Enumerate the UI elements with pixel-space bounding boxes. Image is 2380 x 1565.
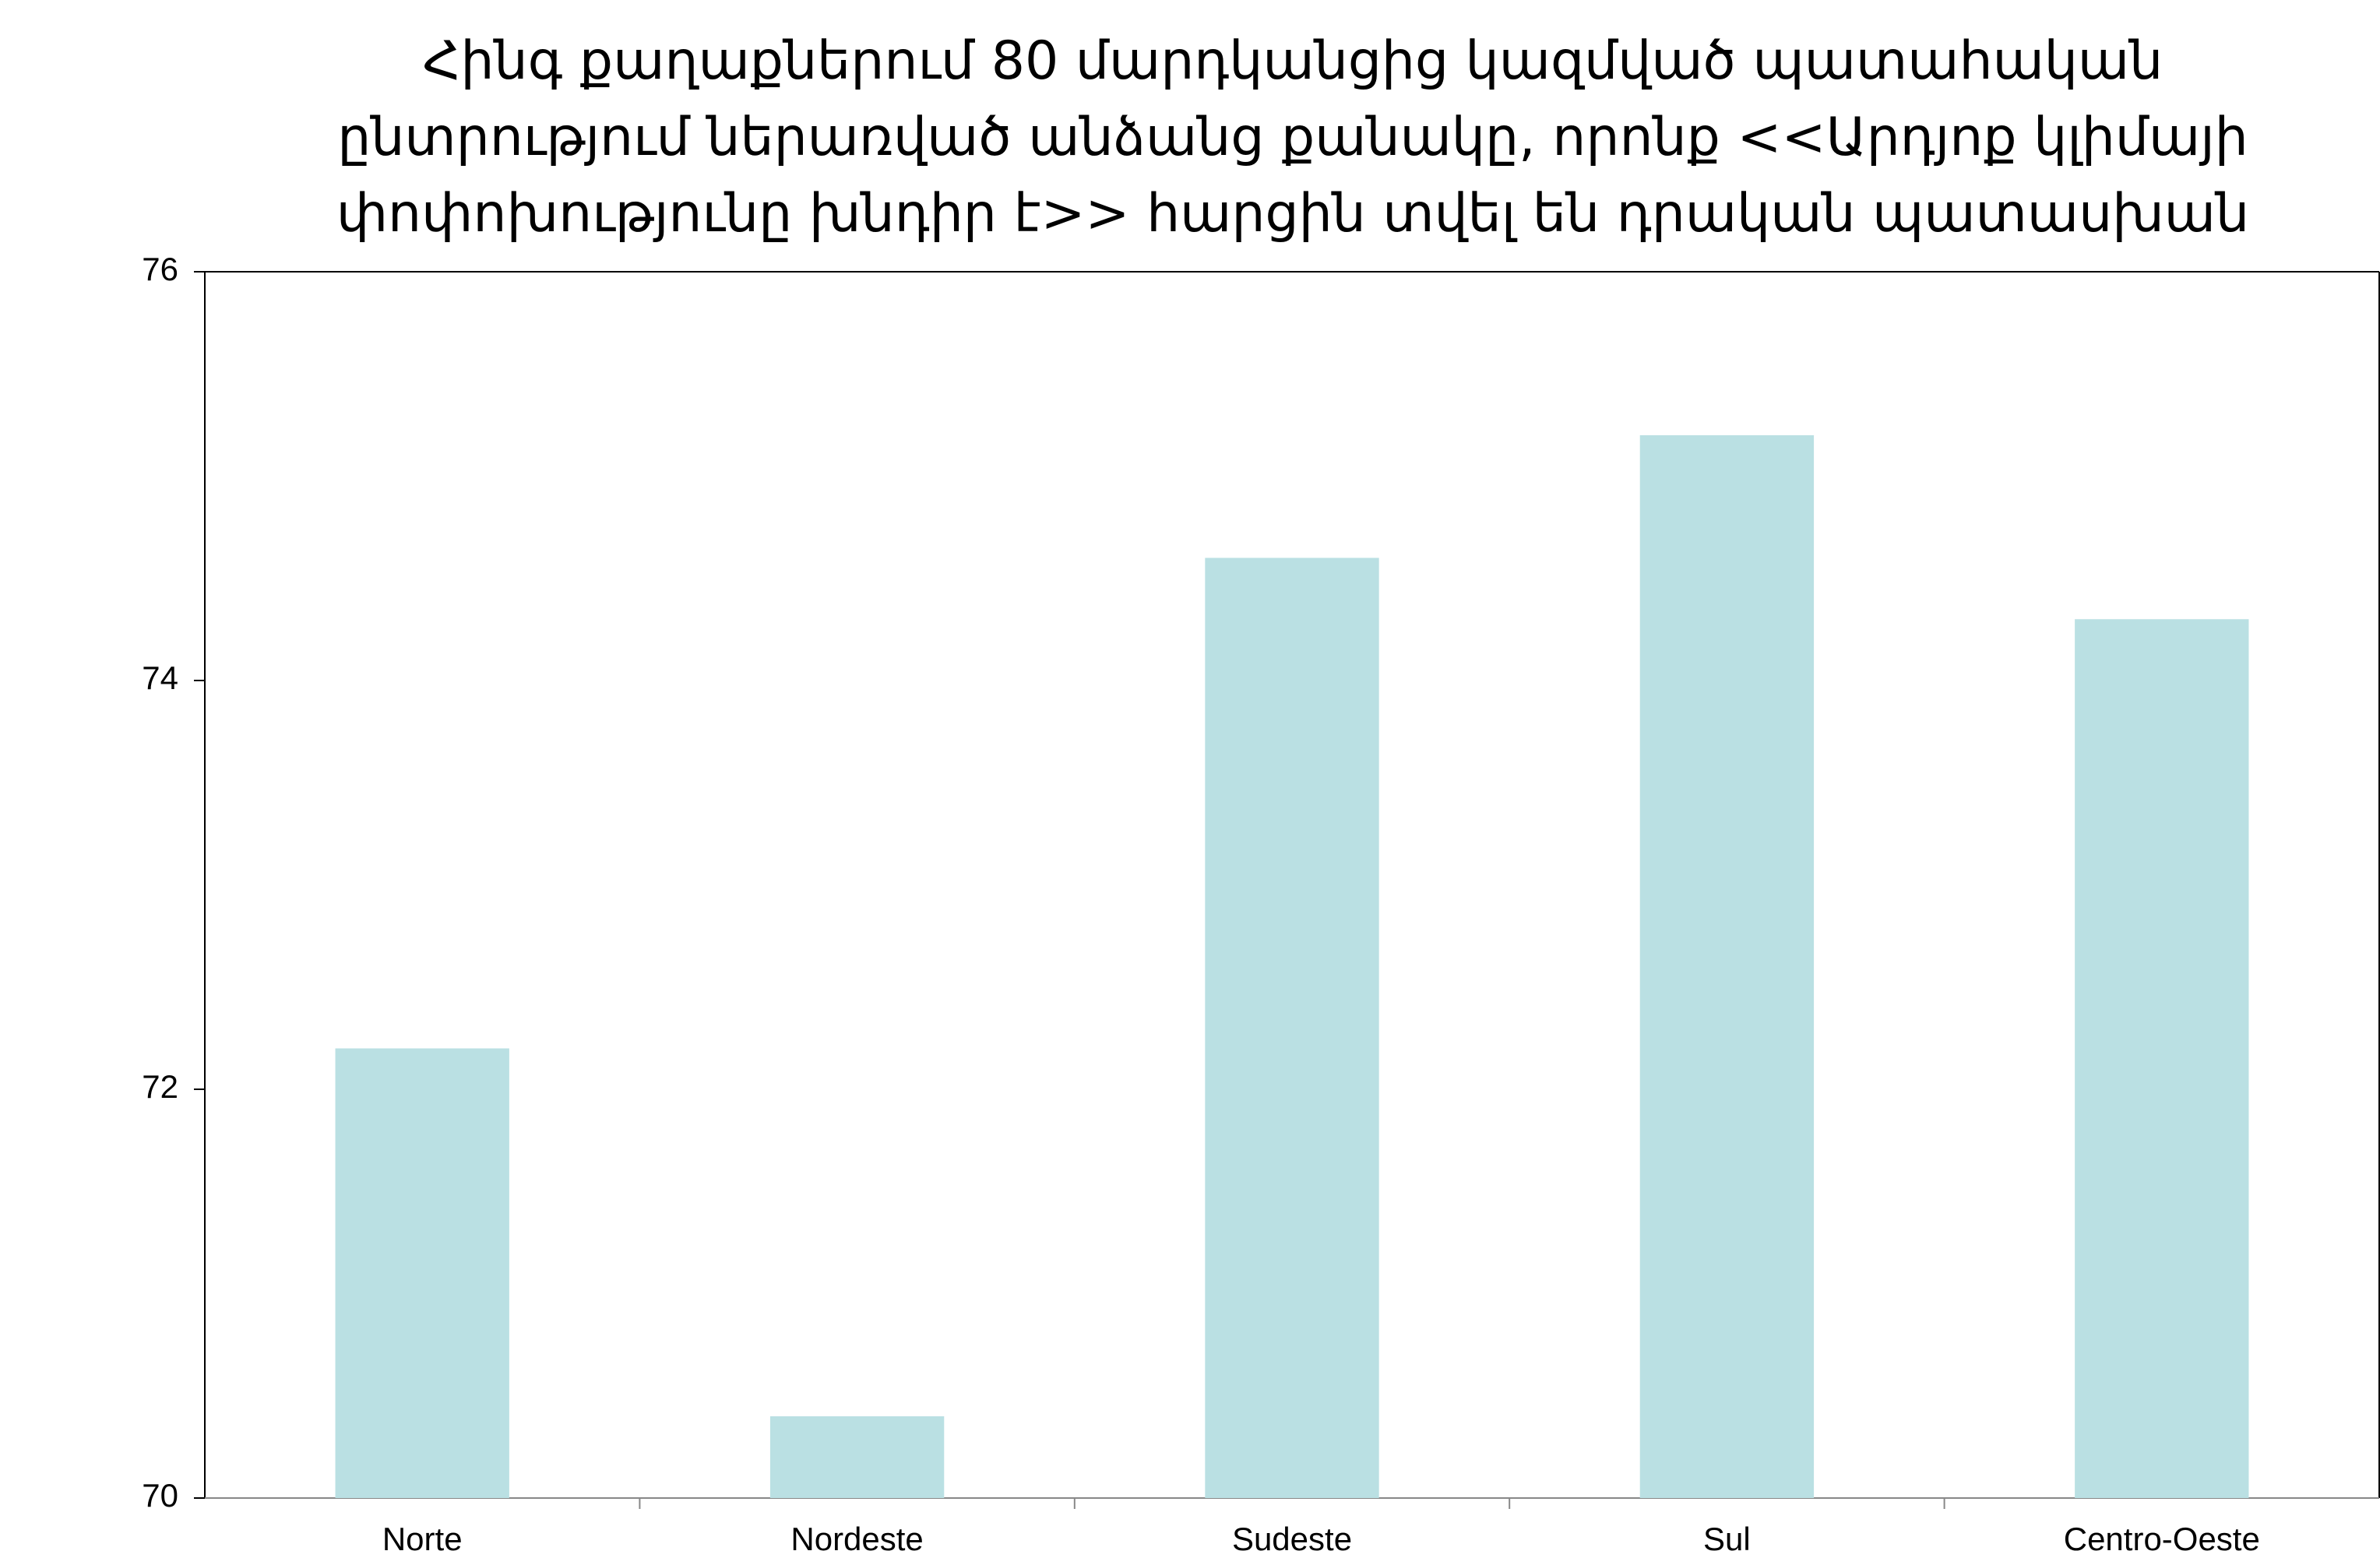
bar [335, 1048, 509, 1498]
x-tick-label: Nordeste [790, 1521, 923, 1557]
bar [769, 1416, 945, 1498]
chart-title: Հինգ քաղաքներում 80 մարդկանցից կազմված պ… [336, 30, 2250, 244]
x-tick-label: Sudeste [1232, 1521, 1352, 1557]
bar [1639, 435, 1815, 1498]
x-tick-label: Norte [382, 1521, 463, 1557]
x-tick-label: Sul [1703, 1521, 1751, 1557]
y-tick-label: 74 [142, 659, 178, 696]
x-tick-label: Centro-Oeste [2064, 1521, 2260, 1557]
y-tick-label: 76 [142, 251, 178, 287]
y-tick-label: 72 [142, 1068, 178, 1105]
bar [1205, 557, 1379, 1498]
bar [2075, 619, 2249, 1498]
y-tick-label: 70 [142, 1477, 178, 1514]
